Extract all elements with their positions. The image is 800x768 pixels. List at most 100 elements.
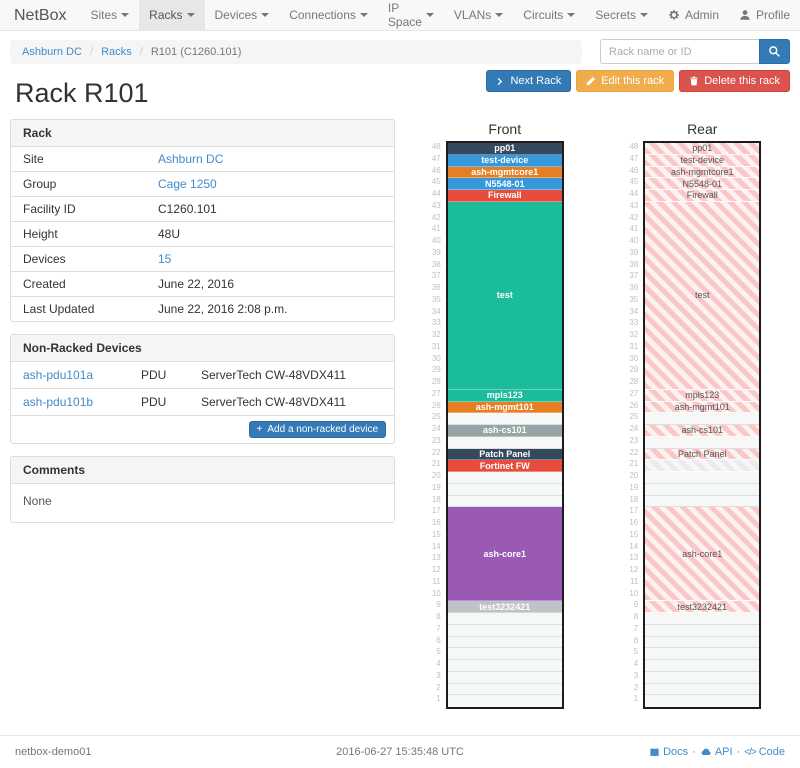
unit-number: 1	[436, 694, 441, 704]
chevron-down-icon	[567, 13, 576, 17]
breadcrumb-current: R101 (C1260.101)	[150, 45, 242, 58]
unit-number: 47	[629, 153, 639, 163]
unit-number: 36	[629, 283, 639, 292]
rack-device-rear[interactable]: ash-cs101	[645, 425, 760, 437]
code-link[interactable]: </> Code	[744, 746, 785, 758]
rack-device-rear[interactable]: Patch Panel	[645, 448, 760, 461]
unit-number: 42	[431, 212, 441, 222]
unit-number: 48	[431, 142, 441, 151]
nav-secrets[interactable]: Secrets	[585, 0, 658, 30]
device-link[interactable]: ash-pdu101a	[23, 368, 94, 382]
next-rack-button[interactable]: Next Rack	[486, 70, 572, 92]
rack-device-rear[interactable]	[645, 460, 760, 472]
chevron-down-icon	[639, 13, 648, 17]
rack-device-front[interactable]: test	[447, 201, 562, 390]
rack-device-rear[interactable]: N5548-01	[645, 178, 760, 190]
rack-device-rear[interactable]: ash-mgmt101	[645, 401, 760, 414]
rack-device-front[interactable]: ash-cs101	[447, 425, 562, 437]
search-input[interactable]	[600, 39, 759, 64]
api-link[interactable]: API	[700, 746, 733, 758]
unit-number: 10	[629, 588, 639, 598]
rack-empty-unit	[645, 636, 760, 649]
docs-link[interactable]: Docs	[649, 746, 688, 758]
nav-ip-space[interactable]: IP Space	[378, 0, 444, 30]
rack-device-rear[interactable]: mpls123	[645, 389, 760, 402]
table-row: Last Updated June 22, 2016 2:08 p.m.	[11, 296, 394, 321]
unit-number: 34	[629, 306, 639, 316]
unit-number: 43	[629, 200, 639, 210]
rack-device-rear[interactable]: pp01	[645, 143, 760, 155]
add-non-racked-device-button[interactable]: + Add a non-racked device	[248, 421, 386, 438]
unit-number: 17	[431, 506, 441, 516]
attr-label: Site	[23, 152, 44, 166]
nav-admin[interactable]: Admin	[658, 0, 729, 30]
rack-device-front[interactable]: pp01	[447, 143, 562, 155]
nav-profile[interactable]: Profile	[729, 0, 800, 30]
rack-device-rear[interactable]: test	[645, 201, 760, 390]
unit-number: 7	[633, 623, 639, 633]
unit-number: 30	[629, 353, 639, 363]
unit-number: 6	[633, 635, 639, 645]
rack-device-rear[interactable]: test3232421	[645, 601, 760, 613]
rack-device-front[interactable]: ash-mgmtcore1	[447, 166, 562, 179]
created-value: June 22, 2016	[146, 271, 394, 297]
comments-panel-title: Comments	[11, 457, 394, 484]
front-elevation-title: Front	[488, 121, 522, 137]
rack-device-front[interactable]: Patch Panel	[447, 448, 562, 461]
unit-number: 40	[431, 236, 441, 245]
breadcrumb-racks-link[interactable]: Racks	[101, 45, 132, 58]
table-row: ash-pdu101b PDU ServerTech CW-48VDX411	[11, 388, 394, 415]
group-link[interactable]: Cage 1250	[158, 177, 217, 191]
delete-rack-button[interactable]: Delete this rack	[679, 70, 790, 92]
unit-number: 12	[629, 565, 639, 574]
brand-logo[interactable]: NetBox	[14, 7, 67, 24]
rack-device-front[interactable]: N5548-01	[447, 178, 562, 190]
nav-vlans[interactable]: VLANs	[444, 0, 513, 30]
rack-device-front[interactable]: Firewall	[447, 190, 562, 202]
nav-racks[interactable]: Racks	[139, 0, 205, 30]
table-row: Created June 22, 2016	[11, 271, 394, 297]
rear-elevation-title: Rear	[687, 121, 718, 137]
unit-number: 33	[629, 318, 639, 328]
breadcrumb-site-link[interactable]: Ashburn DC	[22, 45, 82, 58]
rack-device-front[interactable]: Fortinet FW	[447, 460, 562, 472]
nav-circuits[interactable]: Circuits	[513, 0, 585, 30]
rack-device-rear[interactable]: ash-mgmtcore1	[645, 166, 760, 179]
search-button[interactable]	[759, 39, 790, 64]
device-link[interactable]: ash-pdu101b	[23, 395, 94, 409]
devices-count-link[interactable]: 15	[158, 252, 172, 266]
rack-device-front[interactable]: test3232421	[447, 601, 562, 613]
unit-number: 32	[431, 330, 441, 339]
unit-number: 11	[432, 576, 441, 586]
chevron-right-icon	[496, 77, 505, 86]
footer-separator: ·	[736, 746, 741, 758]
code-icon: </>	[744, 746, 757, 758]
rack-device-rear[interactable]: Firewall	[645, 190, 760, 202]
rack-device-front[interactable]: ash-mgmt101	[447, 401, 562, 414]
rack-empty-unit	[447, 495, 562, 508]
nav-label: Racks	[149, 8, 183, 22]
edit-rack-button[interactable]: Edit this rack	[576, 70, 675, 92]
nav-label: Connections	[289, 8, 356, 22]
nav-devices[interactable]: Devices	[205, 0, 280, 30]
comments-body: None	[23, 494, 52, 508]
rack-device-front[interactable]: test-device	[447, 154, 562, 167]
rack-device-front[interactable]: mpls123	[447, 389, 562, 402]
rear-elevation: Rear 48 47 46 45 44 43 42 41 40 39 38 37 36 35 34 33 32 3…	[621, 121, 762, 709]
rack-device-rear[interactable]: test-device	[645, 154, 760, 167]
trash-icon	[689, 76, 699, 86]
rack-empty-unit	[447, 483, 562, 496]
rack-device-front[interactable]: ash-core1	[447, 507, 562, 602]
rack-empty-unit	[447, 413, 562, 425]
unit-number: 28	[629, 377, 639, 386]
nav-sites[interactable]: Sites	[80, 0, 139, 30]
unit-number: 15	[629, 529, 639, 539]
rack-device-rear[interactable]: ash-core1	[645, 507, 760, 602]
nav-connections[interactable]: Connections	[279, 0, 378, 30]
plus-icon: +	[256, 424, 263, 435]
footer-separator: ·	[692, 746, 696, 758]
rack-panel-title: Rack	[11, 120, 394, 147]
unit-number: 12	[431, 565, 441, 574]
page-title: Rack R101	[15, 78, 149, 108]
site-link[interactable]: Ashburn DC	[158, 152, 224, 166]
